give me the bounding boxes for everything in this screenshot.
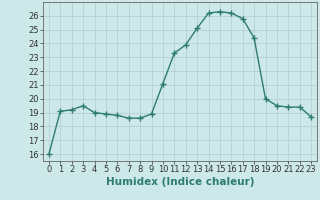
- X-axis label: Humidex (Indice chaleur): Humidex (Indice chaleur): [106, 177, 254, 187]
